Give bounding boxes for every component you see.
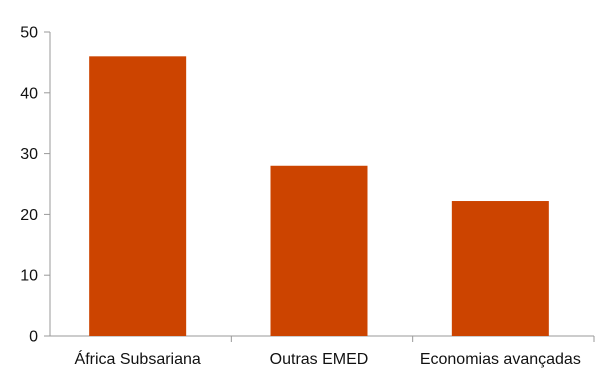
x-category-label: Economias avançadas [420,351,581,368]
y-tick-label: 40 [20,85,38,102]
y-tick-label: 10 [20,268,38,285]
bar [451,201,549,336]
y-tick-label: 0 [29,329,38,346]
x-category-label: Outras EMED [270,351,369,368]
bars [89,56,549,336]
y-tick-label: 20 [20,207,38,224]
x-axis: África Subsariana Outras EMED Economias av… [50,335,595,368]
y-tick-label: 50 [20,25,38,42]
y-axis: 0 10 20 30 40 50 [20,25,51,346]
x-category-label: África Subsariana [75,349,201,368]
bar [270,165,368,336]
y-tick-label: 30 [20,146,38,163]
bar [89,56,187,336]
